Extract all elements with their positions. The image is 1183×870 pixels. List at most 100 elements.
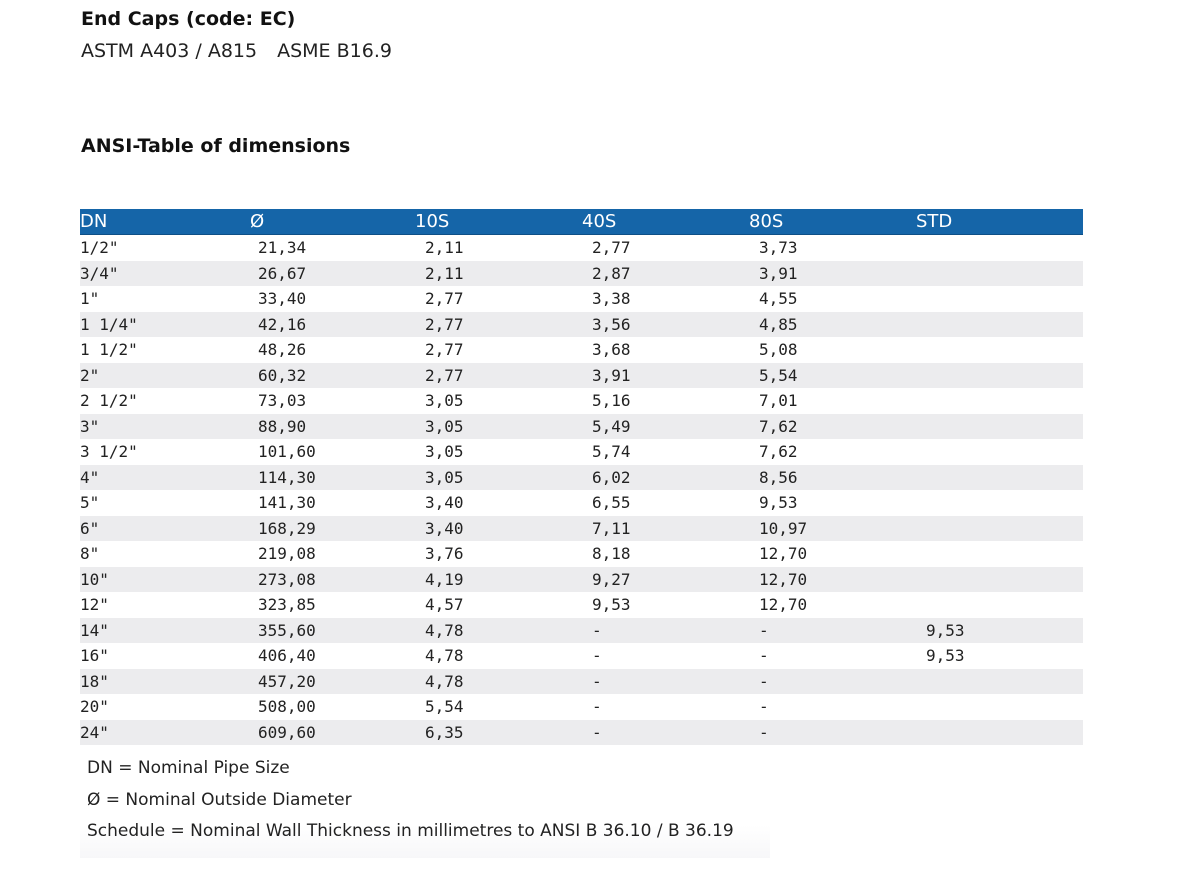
cell-10s: 3,05: [425, 442, 464, 461]
section-title: ANSI-Table of dimensions: [81, 135, 351, 157]
cell-10s: 4,78: [414, 668, 581, 694]
cell-diameter: 609,60: [247, 719, 414, 745]
cell-std: [915, 362, 1083, 388]
cell-10s: 2,77: [414, 311, 581, 337]
cell-dn: 3 1/2": [80, 442, 138, 461]
cell-std: [915, 490, 1083, 516]
note-dn: DN = Nominal Pipe Size: [87, 758, 290, 778]
cell-80s: 12,70: [748, 566, 915, 592]
cell-diameter: 508,00: [258, 697, 316, 716]
standard-astm: ASTM A403 / A815: [81, 40, 258, 62]
cell-std: [915, 311, 1083, 337]
cell-80s: 3,91: [748, 260, 915, 286]
cell-std: 9,53: [926, 646, 965, 665]
cell-80s: 5,08: [759, 340, 798, 359]
table-row: 3 1/2" 101,60 3,05 5,74 7,62: [80, 439, 1083, 465]
cell-dn: 20": [80, 697, 109, 716]
cell-dn: 1 1/4": [80, 311, 247, 337]
cell-40s: 3,38: [592, 289, 631, 308]
table-row: 1" 33,40 2,77 3,38 4,55: [80, 286, 1083, 312]
cell-10s: 2,77: [414, 362, 581, 388]
cell-diameter: 26,67: [247, 260, 414, 286]
cell-dn: 1/2": [80, 238, 119, 257]
cell-80s: 4,85: [748, 311, 915, 337]
cell-80s: -: [759, 697, 769, 716]
column-header-40s: 40S: [581, 209, 748, 235]
cell-diameter: 73,03: [258, 391, 307, 410]
cell-10s: 5,54: [425, 697, 464, 716]
cell-80s: -: [748, 668, 915, 694]
cell-10s: 3,76: [425, 544, 464, 563]
cell-std: [915, 388, 1083, 414]
cell-std: [915, 668, 1083, 694]
cell-10s: 3,05: [414, 413, 581, 439]
cell-dn: 1 1/2": [80, 340, 138, 359]
cell-std: [915, 413, 1083, 439]
dimensions-table: DN Ø 10S 40S 80S STD 1/2" 21,34 2,11 2,77 3,73 3/4…: [80, 209, 1083, 745]
table-row: 1 1/2" 48,26 2,77 3,68 5,08: [80, 337, 1083, 363]
cell-80s: 12,70: [759, 595, 808, 614]
cell-40s: 6,55: [592, 493, 631, 512]
cell-diameter: 21,34: [258, 238, 307, 257]
cell-dn: 3": [80, 413, 247, 439]
cell-40s: 9,53: [592, 595, 631, 614]
cell-40s: 8,18: [592, 544, 631, 563]
cell-40s: 7,11: [581, 515, 748, 541]
cell-diameter: 141,30: [258, 493, 316, 512]
cell-std: [915, 566, 1083, 592]
cell-diameter: 114,30: [247, 464, 414, 490]
column-header-10s: 10S: [414, 209, 581, 235]
table-row: 8" 219,08 3,76 8,18 12,70: [80, 541, 1083, 567]
cell-40s: 6,02: [581, 464, 748, 490]
cell-10s: 4,57: [425, 595, 464, 614]
table-row: 2 1/2" 73,03 3,05 5,16 7,01: [80, 388, 1083, 414]
cell-40s: -: [581, 617, 748, 643]
notes-background: [80, 748, 770, 858]
table-row: 1 1/4" 42,16 2,77 3,56 4,85: [80, 311, 1083, 337]
table-row: 3" 88,90 3,05 5,49 7,62: [80, 413, 1083, 439]
table-row: 6" 168,29 3,40 7,11 10,97: [80, 515, 1083, 541]
cell-40s: 5,74: [592, 442, 631, 461]
cell-10s: 3,40: [425, 493, 464, 512]
cell-dn: 2 1/2": [80, 391, 138, 410]
cell-10s: 3,05: [414, 464, 581, 490]
cell-dn: 14": [80, 617, 247, 643]
table-row: 18" 457,20 4,78- -: [80, 668, 1083, 694]
table-row: 1/2" 21,34 2,11 2,77 3,73: [80, 235, 1083, 261]
cell-dn: 18": [80, 668, 247, 694]
cell-dn: 2": [80, 362, 247, 388]
cell-dn: 1": [80, 289, 100, 308]
cell-dn: 12": [80, 595, 109, 614]
cell-diameter: 406,40: [258, 646, 316, 665]
column-header-std: STD: [915, 209, 1083, 235]
cell-80s: -: [759, 646, 769, 665]
cell-std: 9,53: [915, 617, 1083, 643]
column-header-dn: DN: [80, 209, 247, 235]
cell-80s: 5,54: [748, 362, 915, 388]
cell-80s: 9,53: [759, 493, 798, 512]
cell-diameter: 323,85: [258, 595, 316, 614]
table-row: 24" 609,60 6,35- -: [80, 719, 1083, 745]
cell-80s: 7,62: [748, 413, 915, 439]
cell-diameter: 101,60: [258, 442, 316, 461]
cell-dn: 6": [80, 515, 247, 541]
cell-10s: 2,11: [425, 238, 464, 257]
cell-10s: 3,40: [414, 515, 581, 541]
table-header-row: DN Ø 10S 40S 80S STD: [80, 209, 1083, 235]
cell-std: [915, 235, 1083, 261]
cell-80s: 3,73: [759, 238, 798, 257]
cell-std: [915, 439, 1083, 465]
page-title: End Caps (code: EC): [81, 8, 296, 30]
cell-40s: 2,87: [581, 260, 748, 286]
cell-dn: 16": [80, 646, 109, 665]
notes-box: DN = Nominal Pipe Size Ø = Nominal Outsi…: [80, 748, 770, 858]
column-header-80s: 80S: [748, 209, 915, 235]
cell-std: [915, 719, 1083, 745]
note-schedule: Schedule = Nominal Wall Thickness in mil…: [87, 821, 734, 841]
cell-std: [915, 464, 1083, 490]
table-row: 2" 60,32 2,77 3,91 5,54: [80, 362, 1083, 388]
cell-80s: 12,70: [759, 544, 808, 563]
table-body: 1/2" 21,34 2,11 2,77 3,73 3/4" 26,67 2,11 2,87 3,…: [80, 235, 1083, 745]
cell-10s: 6,35: [414, 719, 581, 745]
table-row: 12" 323,85 4,57 9,53 12,70: [80, 592, 1083, 618]
